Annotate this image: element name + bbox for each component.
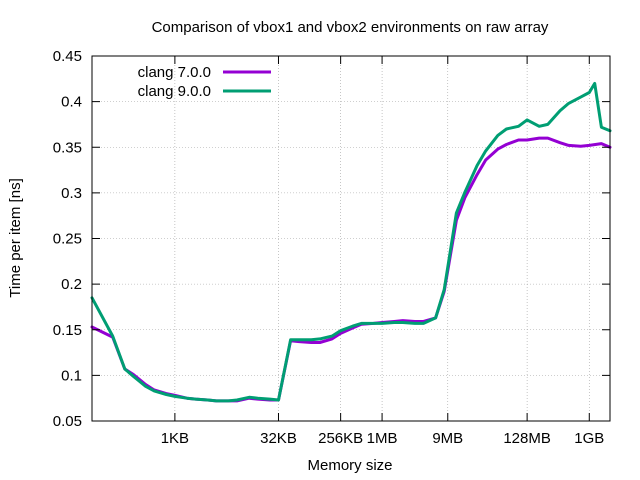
y-tick-label: 0.15 (53, 322, 82, 339)
x-tick-label: 1MB (367, 430, 398, 447)
y-tick-label: 0.05 (53, 413, 82, 430)
series-line-2 (90, 81, 612, 403)
x-tick-label: 1GB (574, 430, 604, 447)
y-axis-label: Time per item [ns] (7, 178, 24, 297)
y-tick-label: 0.1 (61, 367, 82, 384)
y-tick-label: 0.3 (61, 185, 82, 202)
y-tick-label: 0.25 (53, 231, 82, 248)
y-tick-label: 0.2 (61, 276, 82, 293)
y-tick-label: 0.45 (53, 48, 82, 65)
y-tick-label: 0.35 (53, 139, 82, 156)
x-tick-label: 256KB (318, 430, 363, 447)
series-layer (90, 81, 612, 403)
x-tick-label: 32KB (260, 430, 297, 447)
legend-label: clang 9.0.0 (138, 83, 211, 100)
x-tick-label: 9MB (432, 430, 463, 447)
tick-layer: 0.05 0.1 0.15 0.2 0.25 0.3 0.35 0.4 0.45 1KB 32KB 2… (53, 48, 610, 447)
x-tick-label: 1KB (161, 430, 189, 447)
legend: clang 7.0.0 clang 9.0.0 (138, 64, 271, 100)
x-tick-label: 128MB (503, 430, 551, 447)
y-tick-label: 0.4 (61, 94, 82, 111)
x-axis-label: Memory size (307, 457, 392, 474)
legend-label: clang 7.0.0 (138, 64, 211, 81)
chart-title: Comparison of vbox1 and vbox2 environmen… (152, 19, 549, 36)
